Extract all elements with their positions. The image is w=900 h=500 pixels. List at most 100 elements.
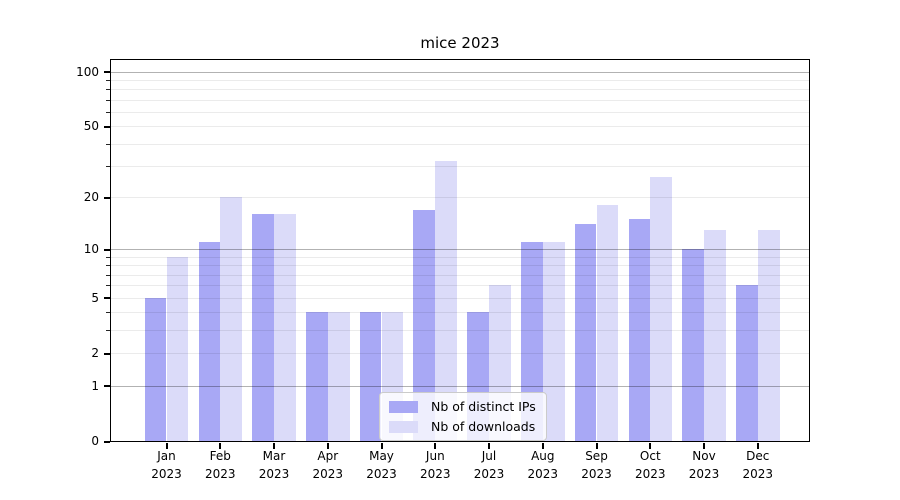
x-tick-month-feb: Feb: [209, 449, 231, 463]
bar-aug-nb-of-distinct-ips: [520, 242, 543, 441]
legend-entry-nb-of-distinct-ips: Nb of distinct IPs: [389, 399, 536, 414]
bar-feb-nb-of-downloads: [220, 197, 243, 441]
x-tick-month-apr: Apr: [317, 449, 339, 463]
x-tick-label-jul: Jul 2023: [454, 447, 524, 483]
bar-nov-nb-of-downloads: [704, 229, 726, 441]
x-tick-aug: [541, 443, 544, 449]
y-tick-2: [104, 352, 110, 355]
y-minor-tick-8: [106, 265, 110, 267]
x-tick-jul: [488, 443, 490, 449]
y-minor-tick-50: [106, 126, 110, 128]
x-tick-month-nov: Nov: [692, 449, 716, 463]
x-tick-year-dec: 2023: [742, 467, 774, 481]
x-tick-feb: [219, 443, 222, 449]
x-tick-label-jan: Jan 2023: [132, 447, 202, 483]
bar-aug-nb-of-downloads: [542, 242, 565, 441]
plot-area: 100 50 20 10 5 2 1 0 Jan 2023 Feb 2023 Mar 2023 Apr 202…: [76, 59, 810, 481]
y-tick-20: [104, 196, 110, 199]
x-tick-dec: [756, 443, 759, 449]
x-tick-month-may: May: [369, 449, 394, 463]
bar-jan-nb-of-downloads: [166, 256, 189, 441]
legend-entry-nb-of-downloads: Nb of downloads: [389, 419, 536, 434]
y-tick-1: [104, 385, 110, 387]
x-tick-year-sep: 2023: [581, 467, 612, 481]
x-tick-may: [380, 443, 383, 449]
x-tick-year-jun: 2023: [420, 467, 451, 481]
bar-jun-nb-of-distinct-ips: [413, 209, 436, 441]
x-tick-month-mar: Mar: [262, 449, 286, 463]
y-minor-tick-2: [106, 353, 110, 355]
bar-sep-nb-of-distinct-ips: [574, 224, 597, 441]
x-tick-label-jun: Jun 2023: [400, 447, 470, 483]
bar-apr-nb-of-distinct-ips: [305, 312, 328, 441]
x-tick-month-jun: Jun: [425, 449, 445, 463]
bar-dec-nb-of-distinct-ips: [736, 285, 758, 441]
y-tick-0: [104, 440, 110, 443]
x-tick-year-jan: 2023: [151, 467, 182, 481]
y-tick-100: [104, 71, 110, 74]
x-tick-month-jan: Jan: [157, 449, 176, 463]
x-tick-year-apr: 2023: [312, 467, 344, 481]
legend-swatch-nb-of-distinct-ips: [389, 400, 418, 413]
x-tick-year-feb: 2023: [205, 467, 236, 481]
x-tick-label-feb: Feb 2023: [185, 447, 255, 483]
y-tick-label-50: 50: [83, 119, 99, 134]
x-tick-label-may: May 2023: [347, 447, 417, 483]
y-tick-label-2: 2: [91, 346, 99, 361]
y-minor-tick-6: [106, 285, 110, 287]
y-tick-50: [104, 125, 110, 128]
legend-label-nb-of-downloads: Nb of downloads: [431, 419, 536, 434]
x-tick-jan: [165, 443, 168, 449]
x-tick-label-nov: Nov 2023: [669, 447, 739, 483]
bar-nov-nb-of-distinct-ips: [682, 249, 704, 441]
bars-layer: [111, 60, 809, 441]
y-tick-label-0: 0: [91, 434, 99, 448]
y-tick-5: [104, 297, 110, 300]
y-minor-tick-7: [106, 274, 110, 276]
y-minor-tick-30: [106, 166, 110, 168]
bar-apr-nb-of-downloads: [327, 312, 350, 441]
y-minor-tick-5: [106, 297, 110, 299]
x-tick-year-mar: 2023: [258, 467, 290, 481]
x-tick-jun: [434, 443, 437, 449]
x-tick-month-sep: Sep: [585, 449, 608, 463]
y-tick-label-100: 100: [76, 64, 99, 79]
y-minor-tick-3: [106, 330, 110, 332]
x-tick-month-dec: Dec: [746, 449, 770, 463]
x-tick-label-dec: Dec 2023: [723, 447, 793, 483]
x-tick-label-mar: Mar 2023: [239, 447, 309, 483]
legend-swatch-nb-of-downloads: [389, 420, 418, 433]
y-minor-tick-9: [106, 256, 110, 258]
bar-sep-nb-of-downloads: [596, 205, 619, 441]
y-minor-tick-20: [106, 197, 110, 199]
bar-jan-nb-of-distinct-ips: [144, 297, 167, 441]
bar-oct-nb-of-downloads: [650, 177, 673, 441]
legend-label-nb-of-distinct-ips: Nb of distinct IPs: [431, 399, 536, 414]
x-tick-label-aug: Aug 2023: [508, 447, 578, 483]
y-minor-tick-60: [106, 112, 110, 114]
x-tick-year-oct: 2023: [635, 467, 666, 481]
x-tick-month-aug: Aug: [531, 449, 555, 463]
x-tick-label-sep: Sep 2023: [562, 447, 632, 483]
y-minor-tick-40: [106, 143, 110, 145]
x-tick-mar: [273, 443, 275, 449]
y-tick-10: [104, 248, 110, 251]
bar-oct-nb-of-distinct-ips: [628, 219, 651, 441]
bar-may-nb-of-distinct-ips: [359, 312, 382, 441]
y-minor-tick-70: [106, 100, 110, 101]
x-tick-label-oct: Oct 2023: [615, 447, 685, 483]
y-tick-label-1: 1: [91, 378, 99, 393]
bar-dec-nb-of-downloads: [757, 229, 780, 441]
x-tick-month-jul: Jul: [481, 449, 497, 463]
chart-title: mice 2023: [420, 34, 500, 52]
bar-jun-nb-of-downloads: [435, 161, 458, 441]
x-tick-apr: [326, 443, 329, 449]
legend: Nb of distinct IPs Nb of downloads: [379, 392, 547, 441]
x-tick-year-may: 2023: [366, 467, 397, 481]
x-tick-year-nov: 2023: [688, 467, 720, 481]
x-tick-label-apr: Apr 2023: [293, 447, 363, 483]
x-tick-year-aug: 2023: [527, 467, 559, 481]
y-minor-tick-80: [106, 89, 110, 91]
x-tick-sep: [595, 443, 598, 449]
